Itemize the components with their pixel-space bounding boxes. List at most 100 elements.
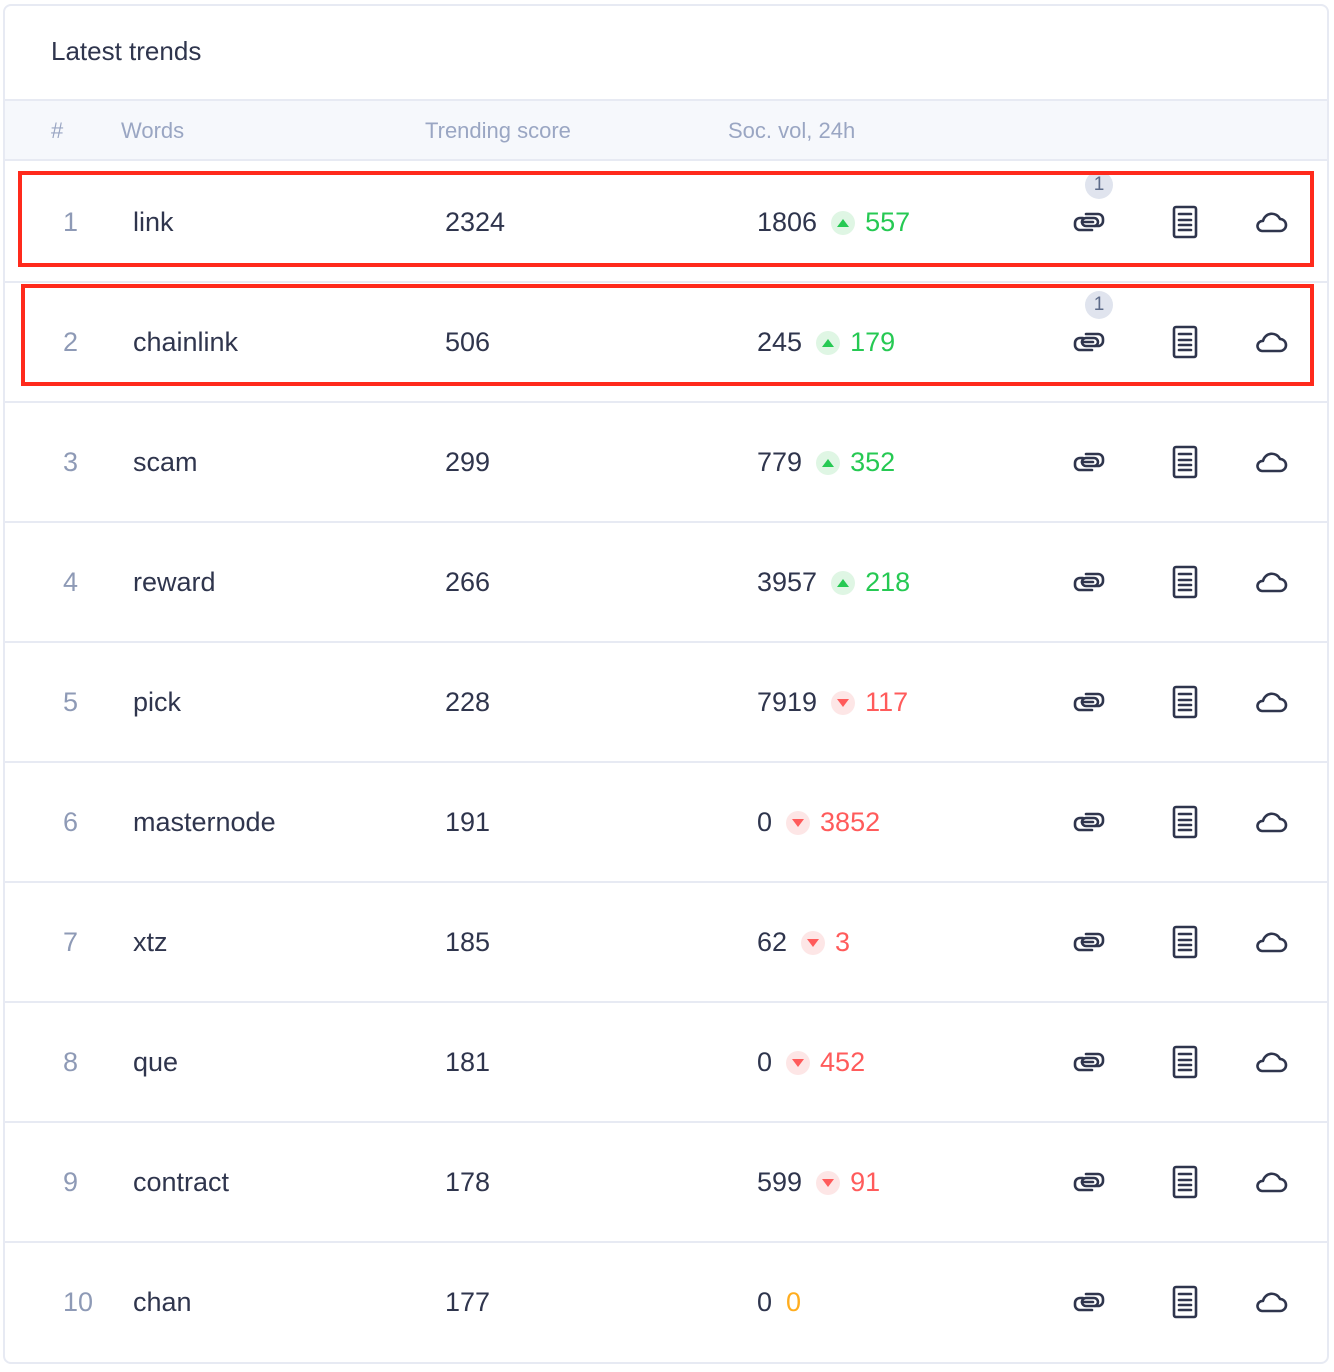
word-cloud-icon[interactable] [1252, 1163, 1290, 1201]
row-trending-score: 299 [445, 447, 491, 477]
table-row[interactable]: 3 scam 299 779 352 [5, 403, 1327, 523]
volume-value: 7919 [757, 687, 818, 717]
word-cloud-icon[interactable] [1252, 323, 1290, 361]
connected-words-icon[interactable] [1070, 563, 1108, 601]
row-social-volume: 599 91 [757, 1167, 880, 1198]
header-trending-score: Trending score [425, 118, 571, 143]
trend-down-icon [831, 690, 856, 715]
row-word[interactable]: chan [133, 1287, 192, 1317]
volume-change: 91 [850, 1167, 881, 1197]
volume-change: 3 [835, 927, 851, 957]
connected-words-icon[interactable] [1070, 683, 1108, 721]
linked-count-badge: 1 [1085, 291, 1113, 319]
trend-down-icon [816, 1170, 841, 1195]
volume-value: 0 [757, 807, 773, 837]
row-social-volume: 779 352 [757, 447, 895, 478]
row-trending-score: 185 [445, 927, 491, 957]
table-header: # Words Trending score Soc. vol, 24h [5, 99, 1327, 161]
news-icon[interactable] [1166, 323, 1204, 361]
row-word[interactable]: reward [133, 567, 216, 597]
volume-value: 1806 [757, 207, 818, 237]
word-cloud-icon[interactable] [1252, 563, 1290, 601]
row-word[interactable]: pick [133, 687, 182, 717]
news-icon[interactable] [1166, 803, 1204, 841]
row-trending-score: 181 [445, 1047, 491, 1077]
row-rank: 1 [63, 207, 79, 237]
table-row[interactable]: 2 chainlink 506 245 179 1 [5, 283, 1327, 403]
trend-up-icon [816, 330, 841, 355]
trends-card: Latest trends # Words Trending score Soc… [3, 4, 1329, 1364]
connected-words-icon[interactable] [1070, 203, 1108, 241]
table-row[interactable]: 9 contract 178 599 91 [5, 1123, 1327, 1243]
table-row[interactable]: 4 reward 266 3957 218 [5, 523, 1327, 643]
row-trending-score: 266 [445, 567, 491, 597]
news-icon[interactable] [1166, 1283, 1204, 1321]
word-cloud-icon[interactable] [1252, 923, 1290, 961]
word-cloud-icon[interactable] [1252, 203, 1290, 241]
volume-value: 3957 [757, 567, 818, 597]
connected-words-icon[interactable] [1070, 803, 1108, 841]
word-cloud-icon[interactable] [1252, 683, 1290, 721]
row-trending-score: 506 [445, 327, 491, 357]
volume-change: 557 [865, 207, 911, 237]
row-social-volume: 1806 557 [757, 207, 910, 238]
row-word[interactable]: scam [133, 447, 198, 477]
row-trending-score: 191 [445, 807, 491, 837]
row-word[interactable]: que [133, 1047, 179, 1077]
header-social-volume: Soc. vol, 24h [728, 118, 856, 143]
news-icon[interactable] [1166, 923, 1204, 961]
news-icon[interactable] [1166, 1163, 1204, 1201]
connected-words-icon[interactable] [1070, 323, 1108, 361]
row-rank: 4 [63, 567, 79, 597]
trend-up-icon [831, 570, 856, 595]
row-trending-score: 177 [445, 1287, 491, 1317]
volume-value: 0 [757, 1047, 773, 1077]
table-row[interactable]: 10 chan 177 0 0 [5, 1243, 1327, 1362]
table-row[interactable]: 5 pick 228 7919 117 [5, 643, 1327, 763]
news-icon[interactable] [1166, 683, 1204, 721]
row-word[interactable]: masternode [133, 807, 276, 837]
connected-words-icon[interactable] [1070, 443, 1108, 481]
trend-up-icon [831, 210, 856, 235]
connected-words-icon[interactable] [1070, 1163, 1108, 1201]
word-cloud-icon[interactable] [1252, 443, 1290, 481]
volume-change: 117 [865, 687, 909, 717]
volume-change: 352 [850, 447, 896, 477]
word-cloud-icon[interactable] [1252, 803, 1290, 841]
connected-words-icon[interactable] [1070, 1043, 1108, 1081]
table-row[interactable]: 1 link 2324 1806 557 1 [5, 163, 1327, 283]
table-row[interactable]: 6 masternode 191 0 3852 [5, 763, 1327, 883]
trend-down-icon [801, 930, 826, 955]
volume-value: 62 [757, 927, 788, 957]
row-rank: 6 [63, 807, 79, 837]
news-icon[interactable] [1166, 1043, 1204, 1081]
news-icon[interactable] [1166, 203, 1204, 241]
volume-change: 0 [786, 1287, 802, 1317]
header-rank: # [51, 118, 64, 143]
row-word[interactable]: chainlink [133, 327, 239, 357]
volume-value: 245 [757, 327, 803, 357]
news-icon[interactable] [1166, 443, 1204, 481]
table-row[interactable]: 8 que 181 0 452 [5, 1003, 1327, 1123]
row-word[interactable]: xtz [133, 927, 168, 957]
volume-change: 452 [820, 1047, 866, 1077]
trend-down-icon [786, 1050, 811, 1075]
row-trending-score: 228 [445, 687, 491, 717]
table-row[interactable]: 7 xtz 185 62 3 [5, 883, 1327, 1003]
word-cloud-icon[interactable] [1252, 1043, 1290, 1081]
header-words: Words [121, 118, 185, 143]
row-rank: 10 [63, 1287, 94, 1317]
row-rank: 5 [63, 687, 79, 717]
row-social-volume: 62 3 [757, 927, 850, 958]
news-icon[interactable] [1166, 563, 1204, 601]
row-word[interactable]: contract [133, 1167, 230, 1197]
row-rank: 7 [63, 927, 79, 957]
row-social-volume: 245 179 [757, 327, 895, 358]
connected-words-icon[interactable] [1070, 1283, 1108, 1321]
row-social-volume: 0 3852 [757, 807, 880, 838]
volume-change: 218 [865, 567, 911, 597]
word-cloud-icon[interactable] [1252, 1283, 1290, 1321]
row-rank: 8 [63, 1047, 79, 1077]
row-word[interactable]: link [133, 207, 174, 237]
connected-words-icon[interactable] [1070, 923, 1108, 961]
